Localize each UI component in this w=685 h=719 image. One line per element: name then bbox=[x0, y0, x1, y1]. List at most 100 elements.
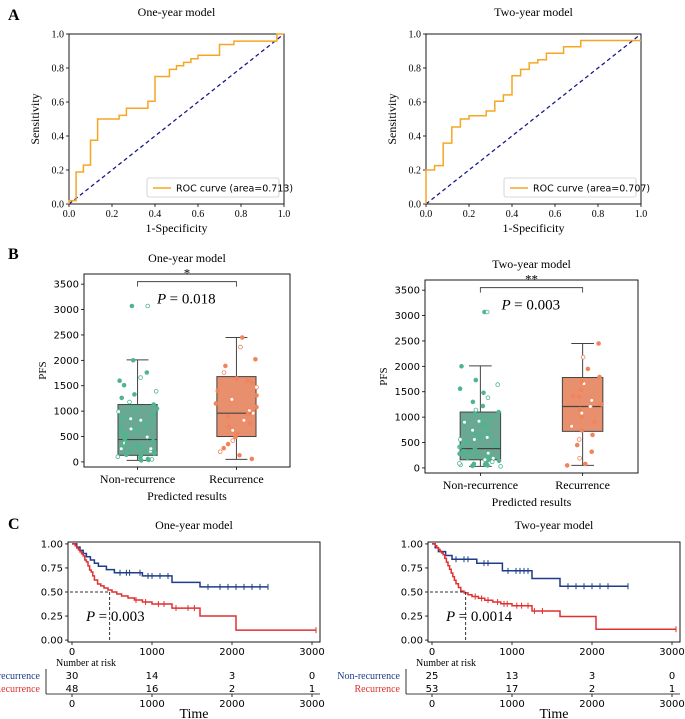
y-tick-label: 1000 bbox=[395, 413, 420, 424]
box-iqr bbox=[561, 377, 604, 432]
box-iqr bbox=[216, 376, 257, 438]
risk-count: 48 bbox=[66, 684, 79, 695]
survival-curve-recurrence bbox=[432, 543, 676, 630]
data-point bbox=[458, 444, 463, 449]
risk-count: 0 bbox=[669, 671, 675, 682]
risk-table-tick-label: 2000 bbox=[219, 699, 244, 710]
risk-table-tick-label: 2000 bbox=[579, 699, 604, 710]
y-tick-label: 0.4 bbox=[52, 132, 65, 143]
legend-box bbox=[146, 177, 280, 198]
survival-curve-non-recurrence bbox=[432, 543, 628, 587]
data-point bbox=[221, 445, 227, 451]
x-tick-label: 0.0 bbox=[420, 209, 433, 220]
data-point bbox=[130, 357, 136, 363]
x-axis-label: 1-Specificity bbox=[146, 221, 208, 235]
data-point bbox=[477, 434, 483, 439]
y-tick-label: 0.6 bbox=[409, 98, 422, 109]
plot-frame bbox=[83, 273, 291, 468]
data-point bbox=[254, 384, 259, 390]
data-point bbox=[245, 378, 250, 384]
data-point bbox=[138, 417, 144, 423]
data-point bbox=[115, 454, 121, 460]
data-point bbox=[238, 344, 243, 350]
y-tick-label: 0.2 bbox=[52, 166, 65, 177]
risk-row-label: Non-recurrence bbox=[337, 671, 400, 682]
y-tick-label: 0.25 bbox=[401, 612, 423, 623]
data-point bbox=[485, 395, 491, 401]
risk-count: 16 bbox=[146, 684, 159, 695]
x-axis-label: 1-Specificity bbox=[503, 221, 565, 235]
roc-chart-one-year: One-year model 0.0 0.2 0.4 0.6 0.8 1.0 0.0 0.2 0.… bbox=[28, 5, 293, 235]
data-point bbox=[151, 402, 157, 407]
data-point bbox=[135, 428, 141, 434]
risk-table-label: Number at risk bbox=[56, 658, 116, 669]
chance-diagonal bbox=[425, 33, 642, 205]
panel-label-c: C bbox=[8, 516, 20, 533]
chart-title: One-year model bbox=[155, 518, 233, 532]
chart-title: Two-year model bbox=[494, 5, 573, 19]
data-point bbox=[579, 427, 585, 433]
data-point bbox=[482, 462, 488, 467]
y-tick-label: 0.0 bbox=[409, 200, 422, 211]
data-point bbox=[589, 398, 594, 403]
data-point bbox=[470, 463, 475, 469]
data-point bbox=[484, 309, 490, 315]
risk-count: 17 bbox=[506, 684, 519, 695]
y-tick-label: 3500 bbox=[54, 280, 79, 291]
panel-label-b: B bbox=[8, 246, 19, 263]
data-point bbox=[230, 438, 236, 443]
roc-curve bbox=[425, 39, 641, 204]
box-chart-two-year: Two-year model 0 500 1000 1500 2000 2500 3000 35… bbox=[378, 257, 639, 509]
risk-count: 1 bbox=[309, 684, 315, 695]
data-point bbox=[247, 420, 252, 426]
data-point bbox=[596, 341, 601, 346]
data-point bbox=[589, 449, 594, 455]
x-tick-label: 2000 bbox=[579, 647, 604, 658]
data-point bbox=[233, 434, 238, 440]
data-point bbox=[254, 393, 259, 398]
risk-count: 30 bbox=[66, 671, 79, 682]
y-tick-label: 2000 bbox=[54, 356, 79, 367]
data-point bbox=[496, 409, 501, 415]
survival-curve-recurrence bbox=[72, 543, 316, 631]
x-tick-label: 3000 bbox=[299, 647, 324, 658]
data-point bbox=[128, 426, 134, 432]
data-point bbox=[122, 436, 128, 442]
data-point bbox=[474, 453, 479, 459]
data-point bbox=[498, 464, 503, 469]
data-point bbox=[580, 354, 586, 360]
data-point bbox=[226, 424, 232, 430]
x-tick-label: 0 bbox=[429, 647, 435, 658]
p-value-label: P = 0.003 bbox=[501, 298, 561, 314]
data-point bbox=[472, 411, 478, 417]
data-point bbox=[119, 446, 124, 452]
data-point bbox=[483, 423, 489, 429]
x-tick-label: 0.4 bbox=[149, 209, 162, 220]
y-tick-label: 0.50 bbox=[401, 588, 423, 599]
data-point bbox=[124, 441, 130, 446]
data-point bbox=[145, 303, 151, 309]
y-tick-label: 1.00 bbox=[401, 539, 423, 550]
x-tick-label: 1000 bbox=[499, 647, 524, 658]
data-point bbox=[461, 448, 467, 454]
data-point bbox=[489, 459, 495, 465]
roc-curve bbox=[68, 33, 284, 204]
data-point bbox=[131, 407, 137, 413]
legend-box bbox=[503, 177, 637, 198]
x-tick-label: Non-recurrence bbox=[100, 472, 175, 486]
risk-count: 0 bbox=[309, 671, 315, 682]
y-tick-label: 0.6 bbox=[52, 98, 65, 109]
data-point bbox=[124, 452, 129, 458]
data-point bbox=[119, 429, 125, 435]
y-tick-label: 3000 bbox=[395, 311, 420, 322]
y-tick-label: 500 bbox=[60, 432, 79, 443]
data-point bbox=[127, 399, 132, 405]
data-point bbox=[576, 437, 582, 442]
legend-label: ROC curve (area=0.707) bbox=[533, 184, 650, 195]
data-point bbox=[476, 418, 482, 424]
x-tick-label: 3000 bbox=[659, 647, 684, 658]
data-point bbox=[128, 416, 134, 422]
y-tick-label: 3500 bbox=[395, 286, 420, 297]
data-point bbox=[457, 437, 463, 442]
data-point bbox=[144, 370, 150, 375]
